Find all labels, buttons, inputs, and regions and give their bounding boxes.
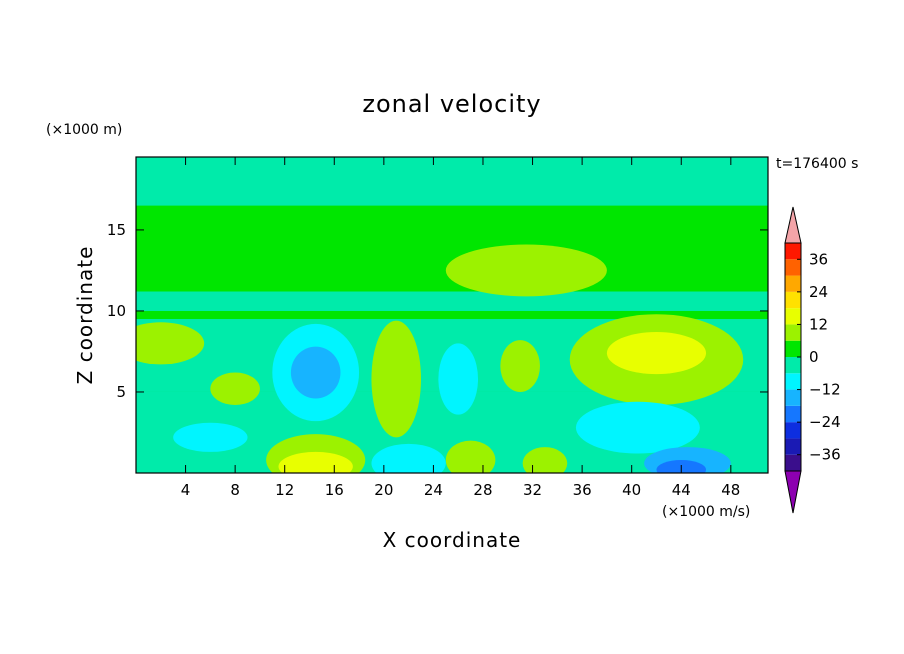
colorbar-segment [785, 275, 801, 292]
x-tick-label: 28 [473, 481, 492, 499]
field-contour-region [438, 343, 479, 415]
colorbar-segment [785, 308, 801, 325]
colorbar: 36 24 12 0 −12 −24 −36 [784, 206, 841, 514]
colorbar-tick-label: −36 [809, 446, 841, 464]
field-contour-region [606, 332, 707, 375]
field-contour-region [210, 372, 260, 405]
field-contour-region [575, 401, 700, 454]
y-tick-label: 15 [107, 221, 126, 239]
x-tick-label: 12 [275, 481, 294, 499]
colorbar-segment [785, 438, 801, 455]
field-contour-region [500, 340, 540, 392]
x-tick-label: 48 [721, 481, 740, 499]
x-tick-label: 20 [374, 481, 393, 499]
colorbar-tick-label: 0 [809, 348, 819, 366]
colorbar-segment [785, 389, 801, 406]
colorbar-segment [785, 340, 801, 357]
field-contour-region [290, 346, 341, 399]
y-axis-ticks: 5 10 15 [107, 221, 768, 401]
colorbar-segment [785, 259, 801, 276]
colorbar-tick-label: 12 [809, 315, 828, 333]
field-contour-region [445, 244, 607, 297]
colorbar-segment [785, 324, 801, 341]
x-tick-label: 8 [230, 481, 240, 499]
y-tick-label: 5 [116, 383, 126, 401]
x-tick-label: 32 [523, 481, 542, 499]
field-contour-region [136, 322, 205, 365]
colorbar-segment [785, 373, 801, 390]
y-unit-label: (×1000 m) [46, 122, 122, 138]
colorbar-segment [785, 357, 801, 374]
colorbar-tick-label: 36 [809, 250, 828, 268]
field-band [136, 157, 768, 206]
x-axis-ticks: 4 8 12 16 20 24 28 32 36 40 44 48 [181, 157, 740, 499]
colorbar-segment [785, 454, 801, 471]
y-tick-label: 10 [107, 302, 126, 320]
colorbar-tick-label: −24 [809, 413, 841, 431]
y-axis-label: Z coordinate [73, 246, 97, 385]
time-label: t=176400 s [776, 156, 858, 172]
x-tick-label: 40 [622, 481, 641, 499]
colorbar-segment [785, 243, 801, 260]
x-axis-label: X coordinate [383, 528, 522, 552]
colorbar-segment [785, 291, 801, 309]
x-tick-label: 16 [325, 481, 344, 499]
colorbar-segment [785, 422, 801, 439]
chart-title: zonal velocity [362, 90, 541, 118]
colorbar-tick-label: −12 [809, 381, 841, 399]
plot-frame [135, 156, 769, 474]
field-band [136, 291, 768, 311]
field-contour-region [522, 447, 568, 473]
colorbar-unit-label: (×1000 m/s) [662, 504, 750, 520]
colorbar-segment [785, 405, 801, 423]
field-band [136, 205, 768, 222]
x-tick-label: 36 [573, 481, 592, 499]
x-tick-label: 24 [424, 481, 443, 499]
field-contour-region [371, 320, 422, 438]
field-contour-region [371, 443, 446, 473]
x-tick-label: 4 [181, 481, 191, 499]
contour-field [136, 157, 768, 473]
x-tick-label: 44 [672, 481, 691, 499]
field-contour-region [445, 440, 496, 473]
colorbar-tick-label: 24 [809, 283, 828, 301]
field-contour-region [173, 422, 248, 452]
